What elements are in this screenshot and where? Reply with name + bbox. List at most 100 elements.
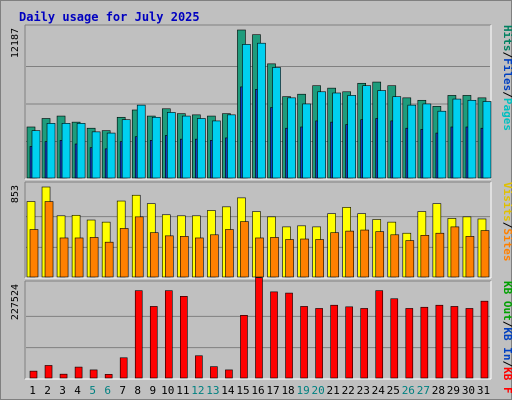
bar-pages-day-22 [347, 95, 356, 179]
bar-kb-f-day-8 [134, 290, 143, 379]
bar-sites-day-31 [480, 230, 490, 278]
bar-sites-day-20 [315, 239, 324, 278]
day-label-20: 20 [312, 384, 325, 397]
bar-kb-f-day-28 [435, 304, 444, 379]
day-label-25: 25 [387, 384, 400, 397]
bar-kb-f-day-23 [360, 308, 369, 379]
bar-kb-f-day-21 [330, 304, 338, 379]
day-label-31: 31 [477, 384, 490, 397]
day-label-22: 22 [342, 384, 355, 397]
day-label-3: 3 [59, 384, 66, 397]
day-label-19: 19 [296, 384, 309, 397]
bar-sites-day-8 [134, 216, 144, 278]
bar-kb-f-day-29 [450, 306, 459, 379]
legend-visits: Visits [501, 182, 512, 222]
day-label-30: 30 [462, 384, 475, 397]
day-label-13: 13 [206, 384, 219, 397]
bar-pages-day-4 [76, 123, 86, 179]
bar-pages-day-7 [121, 119, 131, 179]
bar-sites-day-4 [74, 237, 84, 278]
bar-pages-day-18 [287, 97, 296, 179]
day-label-1: 1 [29, 384, 36, 397]
bar-sites-day-27 [420, 235, 430, 278]
bar-pages-day-12 [197, 118, 206, 179]
bar-sites-day-9 [149, 232, 159, 278]
day-label-10: 10 [161, 384, 174, 397]
bar-sites-day-26 [405, 240, 415, 278]
day-label-9: 9 [149, 384, 156, 397]
bar-sites-day-3 [59, 237, 69, 278]
bar-kb-f-day-24 [375, 290, 384, 379]
bar-sites-day-21 [330, 232, 339, 278]
bar-sites-day-28 [435, 232, 445, 278]
day-label-6: 6 [104, 384, 111, 397]
bar-kb-f-day-14 [225, 369, 233, 379]
day-label-14: 14 [221, 384, 235, 397]
bar-sites-day-7 [119, 228, 129, 278]
bar-sites-day-18 [285, 239, 294, 278]
day-label-5: 5 [89, 384, 96, 397]
bar-pages-day-29 [452, 98, 462, 179]
bar-kb-f-day-15 [240, 315, 248, 379]
bar-pages-day-24 [377, 90, 387, 179]
bar-pages-day-14 [227, 114, 236, 179]
bar-kb-f-day-1 [29, 370, 38, 379]
day-label-23: 23 [357, 384, 370, 397]
bar-pages-day-8 [136, 104, 146, 179]
bar-sites-day-30 [465, 236, 475, 278]
day-label-17: 17 [266, 384, 279, 397]
bar-kb-f-day-5 [89, 369, 98, 379]
bar-sites-day-19 [300, 238, 309, 278]
bar-sites-day-1 [29, 229, 39, 278]
bar-sites-day-6 [104, 241, 114, 278]
bar-sites-day-2 [44, 201, 54, 278]
bar-sites-day-11 [180, 236, 189, 278]
bar-kb-f-day-31 [480, 300, 489, 379]
bar-sites-day-16 [255, 237, 264, 278]
panel-hits-files-pages-legend: Hits/Files/Pages [501, 25, 512, 131]
bar-pages-day-30 [467, 99, 477, 179]
bar-pages-day-2 [46, 123, 56, 179]
legend-hits: Hits [501, 25, 512, 52]
panel-hits-files-pages-ytick: 12187 [10, 28, 21, 58]
bar-kb-f-day-18 [285, 292, 293, 379]
legend-kb-in: KB In [501, 327, 512, 360]
bar-pages-day-20 [317, 91, 326, 179]
bar-sites-day-5 [89, 237, 99, 278]
bar-kb-f-day-12 [195, 355, 203, 379]
bar-pages-day-5 [91, 131, 101, 179]
bar-kb-f-day-4 [74, 366, 83, 379]
bar-pages-day-6 [106, 132, 116, 179]
bar-sites-day-13 [210, 234, 219, 278]
bar-sites-day-10 [164, 235, 174, 278]
day-label-28: 28 [432, 384, 445, 397]
panel-kbytes-ytick: 227524 [10, 284, 21, 320]
day-label-4: 4 [74, 384, 81, 397]
bar-kb-f-day-30 [465, 308, 474, 379]
day-label-18: 18 [281, 384, 294, 397]
bar-pages-day-13 [212, 120, 221, 179]
legend-files: Files [501, 58, 512, 91]
bar-pages-day-25 [392, 96, 402, 179]
legend-sites: Sites [501, 228, 512, 261]
bar-sites-day-14 [225, 229, 234, 278]
bar-pages-day-31 [482, 101, 492, 179]
bar-pages-day-9 [151, 116, 161, 179]
day-label-24: 24 [372, 384, 386, 397]
bar-kb-f-day-10 [164, 290, 173, 379]
legend-pages: Pages [501, 98, 512, 131]
day-label-16: 16 [251, 384, 264, 397]
day-label-21: 21 [327, 384, 340, 397]
day-label-2: 2 [44, 384, 51, 397]
bar-kb-f-day-13 [210, 366, 218, 379]
bar-kb-f-day-16 [255, 277, 263, 379]
bar-sites-day-12 [195, 237, 204, 278]
bar-pages-day-16 [257, 42, 266, 179]
bar-kb-f-day-22 [345, 306, 353, 379]
bar-pages-day-15 [242, 44, 251, 179]
bar-pages-day-27 [422, 103, 432, 179]
legend-kb-f: KB F [501, 367, 512, 394]
bar-pages-day-1 [31, 130, 41, 179]
